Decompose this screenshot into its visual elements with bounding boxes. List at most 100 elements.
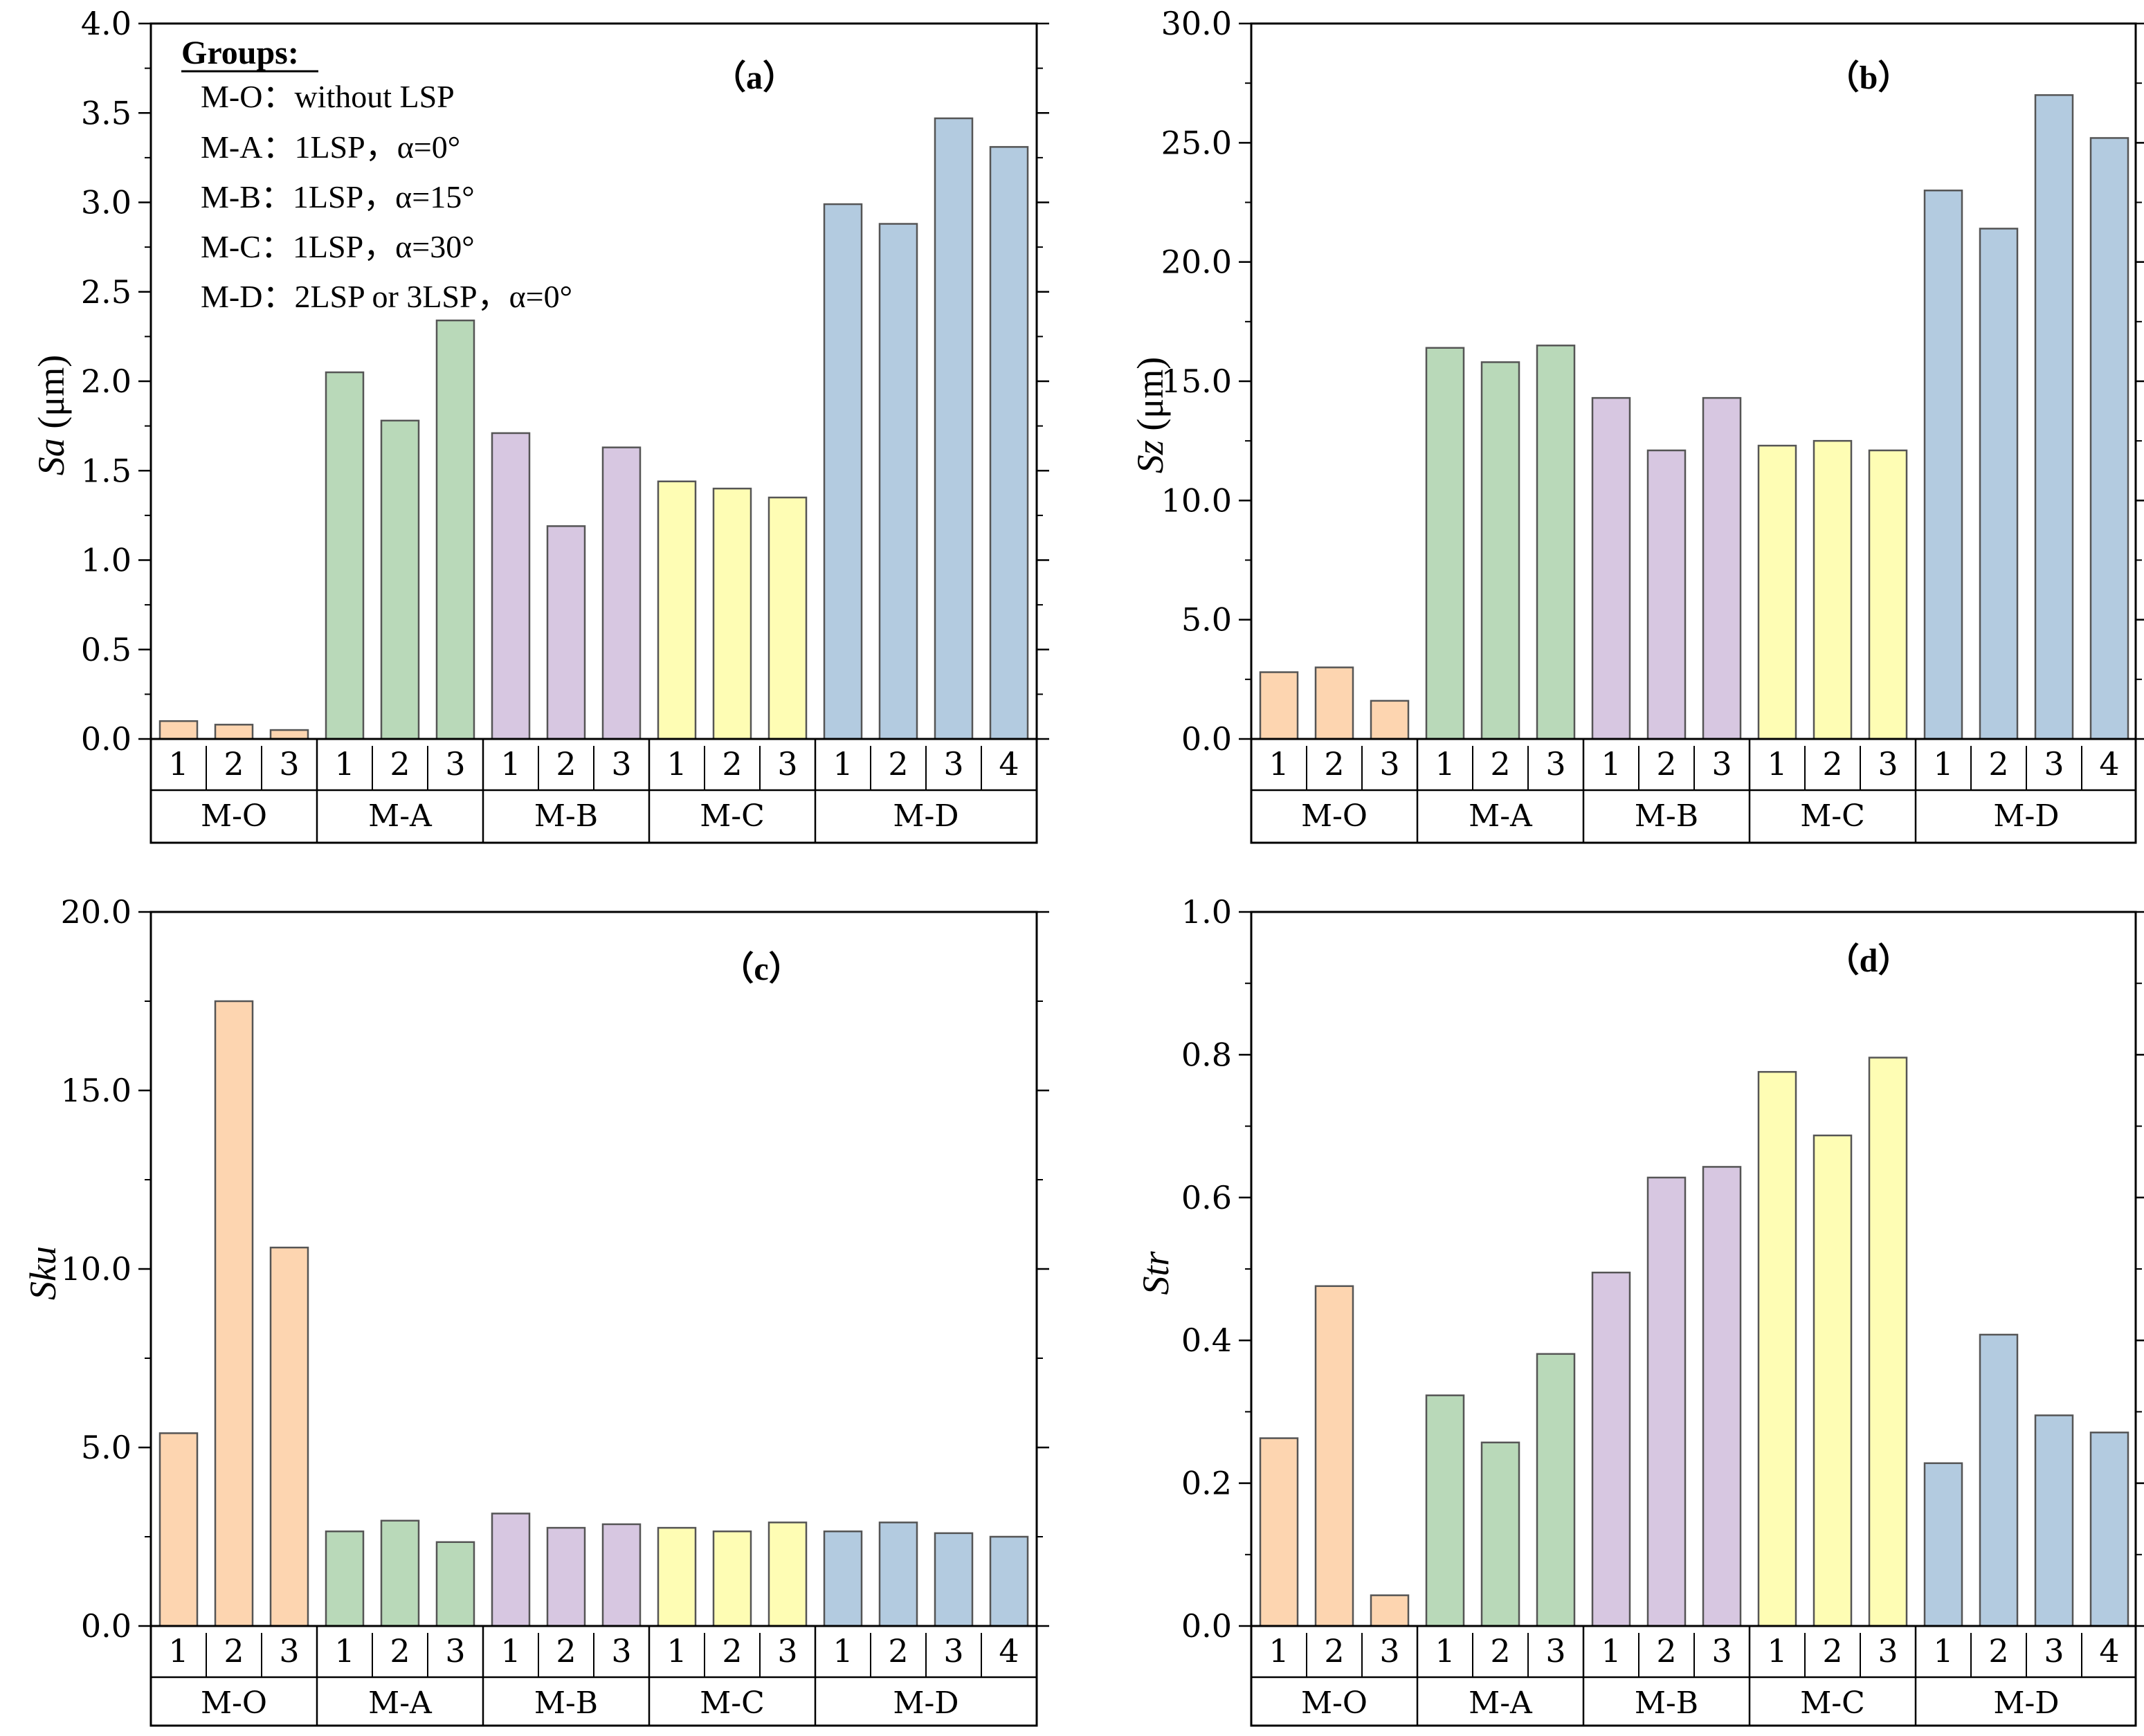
panel-c: 1 2 3M-O1 2 3M-A1 2 3M-B1 2 3M-C1 2 3 4M-D0.05.010.… xyxy=(22,893,1049,1727)
legend-item-m-o: M-O：without LSP xyxy=(201,79,455,114)
bar-d-m-c-3 xyxy=(1868,1057,1908,1627)
legend-title: Groups: xyxy=(181,35,299,71)
bar-b-m-o-1 xyxy=(1259,671,1299,740)
x-tick-label-d-m-a-1: 1 xyxy=(1435,1632,1455,1670)
x-tick-label-c-m-b-2: 2 xyxy=(556,1632,576,1670)
x-tick-label-c-m-d-1: 1 xyxy=(833,1632,853,1670)
y-tick-label-b-5: 25.0 xyxy=(1161,124,1232,161)
bar-d-m-o-3 xyxy=(1370,1594,1410,1627)
bar-d-m-b-2 xyxy=(1646,1176,1687,1627)
group-label-c-m-d: M-D xyxy=(893,1685,959,1721)
group-label-a-m-o: M-O xyxy=(201,798,267,834)
panel-a-frame: 1 2 3M-O1 2 3M-A1 2 3M-B1 2 3M-C1 2 3 4M-D0.00.51.0… xyxy=(81,5,1049,844)
bar-b-m-o-3 xyxy=(1370,700,1410,740)
y-tick-label-b-4: 20.0 xyxy=(1161,244,1232,281)
legend-item-m-d: M-D：2LSP or 3LSP，α=0° xyxy=(201,279,572,314)
group-label-d-m-d: M-D xyxy=(1993,1685,2059,1721)
bar-b-m-b-1 xyxy=(1591,396,1631,740)
y-tick-label-a-6: 3.0 xyxy=(81,184,131,221)
bar-a-m-b-2 xyxy=(546,525,586,740)
bar-c-m-o-3 xyxy=(269,1246,309,1627)
group-label-a-m-c: M-C xyxy=(700,798,765,834)
bar-a-m-d-3 xyxy=(934,117,974,740)
bar-c-m-b-2 xyxy=(546,1526,586,1627)
x-tick-label-b-m-d-3: 3 xyxy=(2044,745,2064,783)
x-tick-label-a-m-b-3: 3 xyxy=(611,745,631,783)
group-label-b-m-c: M-C xyxy=(1800,798,1865,834)
x-tick-label-d-m-d-2: 2 xyxy=(1988,1632,2008,1670)
panel-d-title: （d） xyxy=(1826,942,1911,979)
bar-c-m-b-3 xyxy=(601,1523,642,1627)
bar-d-m-c-2 xyxy=(1813,1134,1853,1627)
x-tick-label-d-m-o-1: 1 xyxy=(1269,1632,1289,1670)
bar-c-m-a-3 xyxy=(435,1541,475,1627)
x-tick-label-b-m-c-2: 2 xyxy=(1822,745,1842,783)
x-tick-label-c-m-d-4: 4 xyxy=(999,1632,1019,1670)
x-tick-label-c-m-b-3: 3 xyxy=(611,1632,631,1670)
x-tick-label-b-m-c-3: 3 xyxy=(1878,745,1898,783)
group-label-b-m-o: M-O xyxy=(1301,798,1368,834)
panel-b-ylabel: Sz (μm) xyxy=(1129,357,1171,473)
group-label-b-m-b: M-B xyxy=(1635,798,1698,834)
group-label-d-m-b: M-B xyxy=(1635,1685,1698,1721)
y-tick-label-d-5: 1.0 xyxy=(1181,893,1232,931)
y-tick-label-a-0: 0.0 xyxy=(81,720,131,758)
bar-a-m-o-3 xyxy=(269,729,309,740)
x-tick-label-b-m-d-1: 1 xyxy=(1933,745,1953,783)
x-tick-label-c-m-b-1: 1 xyxy=(500,1632,520,1670)
bar-d-m-b-1 xyxy=(1591,1271,1631,1627)
x-tick-label-b-m-b-2: 2 xyxy=(1656,745,1676,783)
bar-c-m-c-1 xyxy=(657,1526,697,1627)
panel-b-title: （b） xyxy=(1826,60,1911,96)
x-tick-label-c-m-c-2: 2 xyxy=(722,1632,742,1670)
bar-b-m-a-3 xyxy=(1536,345,1576,740)
panel-a-title: （a） xyxy=(713,60,796,96)
x-tick-label-d-m-o-2: 2 xyxy=(1324,1632,1344,1670)
bar-d-m-c-1 xyxy=(1757,1070,1797,1627)
x-tick-label-a-m-o-2: 2 xyxy=(224,745,244,783)
x-tick-label-a-m-c-1: 1 xyxy=(666,745,687,783)
bar-c-m-o-2 xyxy=(214,1000,254,1627)
bar-a-m-a-2 xyxy=(380,419,420,740)
panel-d: 1 2 3M-O1 2 3M-A1 2 3M-B1 2 3M-C1 2 3 4M-D0.00.20.4… xyxy=(1135,893,2144,1727)
group-label-c-m-c: M-C xyxy=(700,1685,765,1721)
group-label-a-m-b: M-B xyxy=(534,798,598,834)
bar-a-m-c-1 xyxy=(657,480,697,740)
bar-a-m-a-1 xyxy=(325,371,365,740)
x-tick-label-b-m-a-2: 2 xyxy=(1490,745,1510,783)
group-label-d-m-o: M-O xyxy=(1301,1685,1368,1721)
y-tick-label-a-5: 2.5 xyxy=(81,273,131,311)
panel-a-ylabel: Sa (μm) xyxy=(30,355,72,475)
x-tick-label-a-m-d-3: 3 xyxy=(943,745,963,783)
y-tick-label-b-3: 15.0 xyxy=(1161,363,1232,400)
bar-a-m-c-2 xyxy=(712,487,752,740)
bar-b-m-b-2 xyxy=(1646,449,1687,740)
bar-b-m-o-2 xyxy=(1314,666,1354,740)
bar-b-m-d-2 xyxy=(1979,228,2019,740)
bar-d-m-b-3 xyxy=(1702,1166,1742,1627)
x-tick-label-a-m-a-1: 1 xyxy=(334,745,354,783)
bar-d-m-d-1 xyxy=(1923,1462,1963,1627)
y-tick-label-b-2: 10.0 xyxy=(1161,482,1232,519)
x-tick-label-d-m-d-4: 4 xyxy=(2099,1632,2119,1670)
y-tick-label-d-4: 0.8 xyxy=(1181,1036,1232,1073)
x-tick-label-c-m-a-3: 3 xyxy=(445,1632,465,1670)
x-tick-label-c-m-c-1: 1 xyxy=(666,1632,687,1670)
x-tick-label-b-m-d-2: 2 xyxy=(1988,745,2008,783)
group-label-b-m-d: M-D xyxy=(1993,798,2059,834)
bar-d-m-a-3 xyxy=(1536,1353,1576,1627)
x-tick-label-a-m-c-3: 3 xyxy=(777,745,797,783)
y-tick-label-c-2: 10.0 xyxy=(61,1250,131,1288)
x-tick-label-c-m-o-1: 1 xyxy=(168,1632,188,1670)
bar-a-m-d-4 xyxy=(989,146,1029,740)
x-tick-label-b-m-o-1: 1 xyxy=(1269,745,1289,783)
panel-c-ylabel: Sku xyxy=(22,1246,64,1300)
x-tick-label-b-m-b-3: 3 xyxy=(1711,745,1732,783)
bar-c-m-d-2 xyxy=(878,1522,918,1627)
bar-b-m-d-4 xyxy=(2089,137,2129,740)
x-tick-label-a-m-a-3: 3 xyxy=(445,745,465,783)
x-tick-label-b-m-a-3: 3 xyxy=(1545,745,1565,783)
bar-c-m-d-4 xyxy=(989,1535,1029,1627)
bar-b-m-d-3 xyxy=(2034,94,2074,740)
x-tick-label-b-m-d-4: 4 xyxy=(2099,745,2119,783)
